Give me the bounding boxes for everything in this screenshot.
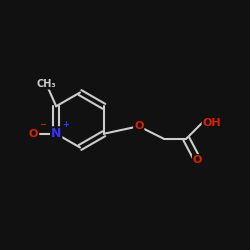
Text: CH₃: CH₃	[36, 79, 56, 89]
Text: O: O	[134, 121, 143, 131]
Text: −: −	[39, 120, 46, 129]
Text: O: O	[193, 155, 202, 165]
Text: N: N	[51, 127, 61, 140]
Text: +: +	[62, 120, 69, 129]
Text: O: O	[29, 129, 38, 139]
Text: OH: OH	[202, 118, 221, 128]
